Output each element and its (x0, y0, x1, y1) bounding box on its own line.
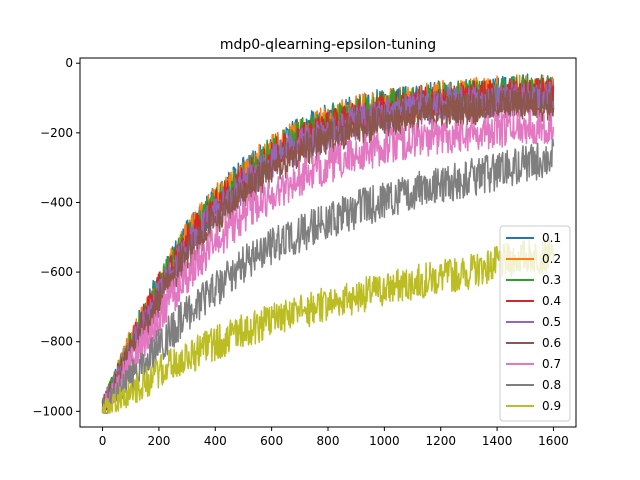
y-tick-label: −800 (40, 335, 73, 349)
x-tick-label: 800 (317, 434, 340, 448)
x-tick-label: 400 (204, 434, 227, 448)
y-tick-label: −600 (40, 265, 73, 279)
x-tick-label: 200 (147, 434, 170, 448)
series-line-0.8 (101, 138, 555, 414)
x-tick-label: 1000 (369, 434, 400, 448)
series-line-0.7 (101, 109, 555, 414)
x-tick-label: 1600 (538, 434, 569, 448)
x-tick-label: 600 (260, 434, 283, 448)
chart-title: mdp0-qlearning-epsilon-tuning (220, 37, 436, 53)
y-tick-label: 0 (65, 56, 73, 70)
legend-box (499, 225, 571, 422)
legend-label: 0.5 (542, 315, 561, 329)
series-line-0.9 (101, 238, 555, 414)
legend-label: 0.6 (542, 336, 561, 350)
y-tick-label: −400 (40, 195, 73, 209)
x-tick-label: 1400 (482, 434, 513, 448)
legend-label: 0.2 (542, 252, 561, 266)
legend-label: 0.1 (542, 231, 561, 245)
x-tick-label: 0 (99, 434, 107, 448)
y-tick-label: −1000 (32, 404, 73, 418)
legend-label: 0.9 (542, 399, 561, 413)
legend-label: 0.3 (542, 273, 561, 287)
x-tick-label: 1200 (425, 434, 456, 448)
y-tick-label: −200 (40, 126, 73, 140)
ticks: 0 200 400 600 800 1000 1200 1400 1600 0 −200 −400 −6… (32, 56, 568, 448)
legend-label: 0.8 (542, 378, 561, 392)
legend-label: 0.7 (542, 357, 561, 371)
legend-label: 0.4 (542, 294, 561, 308)
legend: 0.1 0.2 0.3 0.4 0.5 0.6 0.7 0.8 0.9 (499, 225, 571, 422)
series-group (101, 73, 555, 414)
series-line-0.6 (101, 87, 555, 412)
